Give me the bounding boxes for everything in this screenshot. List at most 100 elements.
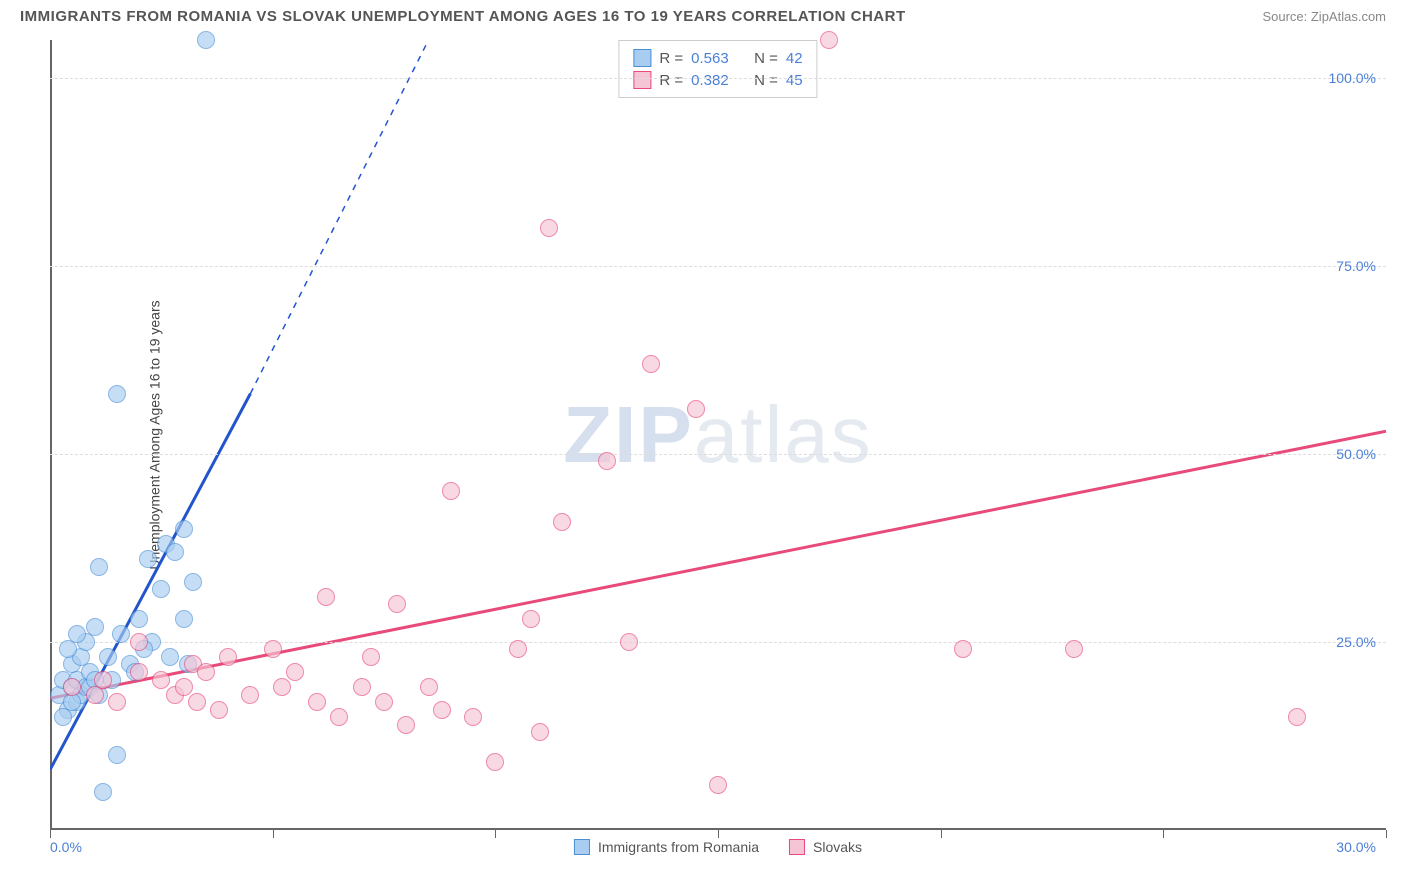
scatter-point — [509, 640, 527, 658]
legend-series-label: Slovaks — [813, 839, 862, 855]
legend-swatch — [789, 839, 805, 855]
scatter-point — [197, 31, 215, 49]
scatter-point — [1288, 708, 1306, 726]
trend-line — [50, 431, 1386, 698]
scatter-point — [420, 678, 438, 696]
scatter-point — [175, 610, 193, 628]
scatter-point — [99, 648, 117, 666]
scatter-point — [188, 693, 206, 711]
scatter-point — [264, 640, 282, 658]
legend-swatch — [633, 71, 651, 89]
scatter-point — [522, 610, 540, 628]
x-axis-min-label: 0.0% — [50, 839, 82, 855]
scatter-point — [397, 716, 415, 734]
x-tick — [495, 830, 496, 838]
legend-stat-row: R = 0.382 N = 45 — [633, 69, 802, 91]
gridline — [50, 266, 1386, 267]
scatter-point — [954, 640, 972, 658]
scatter-point — [90, 558, 108, 576]
scatter-point — [442, 482, 460, 500]
scatter-point — [130, 610, 148, 628]
scatter-point — [598, 452, 616, 470]
legend-r-prefix: R = — [659, 72, 683, 89]
scatter-point — [687, 400, 705, 418]
legend-n-prefix: N = — [754, 72, 778, 89]
scatter-point — [108, 693, 126, 711]
trend-lines-layer — [50, 40, 1386, 830]
scatter-point — [184, 573, 202, 591]
chart-title: IMMIGRANTS FROM ROMANIA VS SLOVAK UNEMPL… — [20, 8, 906, 25]
scatter-point — [642, 355, 660, 373]
series-legend: Immigrants from Romania Slovaks — [574, 839, 862, 855]
legend-n-prefix: N = — [754, 50, 778, 67]
scatter-point — [152, 671, 170, 689]
x-tick — [50, 830, 51, 838]
scatter-point — [531, 723, 549, 741]
source-attribution: Source: ZipAtlas.com — [1262, 9, 1386, 24]
scatter-point — [273, 678, 291, 696]
legend-swatch — [633, 49, 651, 67]
scatter-point — [241, 686, 259, 704]
scatter-point — [286, 663, 304, 681]
scatter-point — [464, 708, 482, 726]
scatter-point — [540, 219, 558, 237]
legend-r-prefix: R = — [659, 50, 683, 67]
scatter-point — [553, 513, 571, 531]
scatter-point — [330, 708, 348, 726]
scatter-point — [620, 633, 638, 651]
scatter-point — [94, 783, 112, 801]
gridline — [50, 642, 1386, 643]
scatter-point — [152, 580, 170, 598]
scatter-point — [433, 701, 451, 719]
scatter-point — [94, 671, 112, 689]
y-axis-line — [50, 40, 52, 830]
scatter-point — [112, 625, 130, 643]
legend-series-label: Immigrants from Romania — [598, 839, 759, 855]
legend-series-item: Slovaks — [789, 839, 862, 855]
scatter-point — [1065, 640, 1083, 658]
scatter-point — [63, 678, 81, 696]
scatter-point — [219, 648, 237, 666]
gridline — [50, 78, 1386, 79]
x-tick — [1163, 830, 1164, 838]
legend-n-value: 42 — [786, 50, 803, 67]
scatter-point — [388, 595, 406, 613]
x-tick — [718, 830, 719, 838]
scatter-point — [86, 618, 104, 636]
legend-r-value: 0.382 — [691, 72, 746, 89]
scatter-point — [197, 663, 215, 681]
scatter-point — [353, 678, 371, 696]
scatter-point — [175, 678, 193, 696]
x-tick — [941, 830, 942, 838]
scatter-point — [362, 648, 380, 666]
scatter-point — [130, 633, 148, 651]
scatter-chart: Unemployment Among Ages 16 to 19 years Z… — [50, 40, 1386, 830]
trend-line-dashed — [250, 40, 428, 394]
scatter-point — [108, 746, 126, 764]
scatter-point — [161, 648, 179, 666]
scatter-point — [210, 701, 228, 719]
scatter-point — [820, 31, 838, 49]
legend-swatch — [574, 839, 590, 855]
scatter-point — [108, 385, 126, 403]
scatter-point — [139, 550, 157, 568]
scatter-point — [375, 693, 393, 711]
correlation-legend: R = 0.563 N = 42 R = 0.382 N = 45 — [618, 40, 817, 98]
legend-series-item: Immigrants from Romania — [574, 839, 759, 855]
scatter-point — [308, 693, 326, 711]
x-tick — [273, 830, 274, 838]
legend-stat-row: R = 0.563 N = 42 — [633, 47, 802, 69]
scatter-point — [130, 663, 148, 681]
y-tick-label: 50.0% — [1336, 446, 1376, 462]
legend-n-value: 45 — [786, 72, 803, 89]
legend-r-value: 0.563 — [691, 50, 746, 67]
scatter-point — [486, 753, 504, 771]
y-tick-label: 100.0% — [1329, 70, 1376, 86]
scatter-point — [709, 776, 727, 794]
x-axis-max-label: 30.0% — [1336, 839, 1376, 855]
scatter-point — [68, 625, 86, 643]
scatter-point — [175, 520, 193, 538]
x-tick — [1386, 830, 1387, 838]
gridline — [50, 454, 1386, 455]
scatter-point — [166, 543, 184, 561]
